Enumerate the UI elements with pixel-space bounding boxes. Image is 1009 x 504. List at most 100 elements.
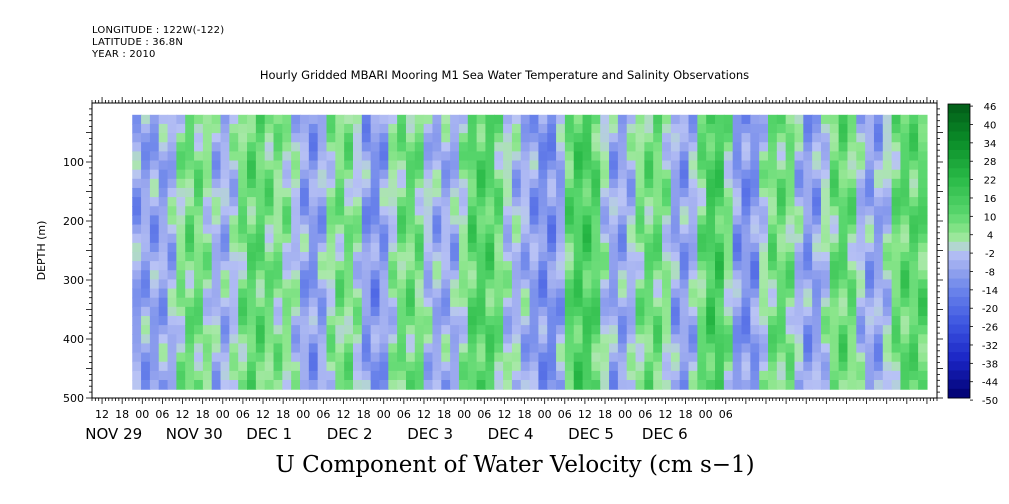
field-cell	[167, 142, 177, 152]
field-cell	[635, 215, 645, 226]
field-cell	[768, 370, 778, 381]
field-cell	[300, 261, 310, 271]
field-cell	[432, 380, 442, 390]
field-cell	[229, 315, 239, 326]
field-cell	[388, 151, 398, 162]
field-cell	[247, 352, 257, 363]
field-cell	[732, 114, 743, 125]
field-cell	[211, 279, 222, 290]
field-cell	[706, 261, 716, 271]
field-cell	[847, 187, 857, 198]
field-cell	[750, 114, 760, 125]
field-cell	[918, 334, 928, 345]
field-cell	[865, 206, 875, 216]
field-cell	[891, 187, 902, 198]
field-cell	[220, 215, 230, 226]
field-cell	[273, 224, 283, 235]
field-cell	[194, 206, 204, 216]
field-cell	[423, 123, 434, 134]
field-cell	[344, 233, 354, 244]
x-tick-label: 00	[135, 408, 149, 421]
field-cell	[335, 178, 345, 189]
x-tick-label: 18	[437, 408, 451, 421]
field-cell	[220, 306, 230, 317]
field-cell	[670, 242, 681, 253]
field-cell	[326, 279, 336, 290]
field-cell	[679, 261, 690, 271]
field-cell	[441, 261, 451, 271]
field-cell	[679, 334, 690, 345]
field-cell	[370, 242, 381, 253]
field-cell	[185, 352, 195, 363]
field-cell	[167, 306, 177, 317]
field-cell	[820, 380, 831, 390]
field-cell	[291, 142, 301, 152]
field-cell	[847, 142, 857, 152]
field-cell	[149, 251, 160, 262]
field-cell	[414, 151, 425, 162]
field-cell	[688, 380, 698, 390]
field-cell	[176, 197, 186, 207]
field-cell	[838, 325, 849, 335]
field-cell	[838, 187, 849, 198]
field-cell	[291, 380, 301, 390]
field-cell	[838, 169, 849, 180]
field-cell	[167, 288, 177, 299]
field-cell	[467, 306, 478, 317]
field-cell	[352, 361, 363, 372]
field-cell	[511, 361, 522, 372]
field-cell	[264, 297, 275, 308]
field-cell	[556, 206, 566, 216]
field-cell	[785, 380, 796, 390]
field-cell	[591, 315, 601, 326]
field-cell	[829, 352, 840, 363]
field-cell	[141, 380, 151, 390]
field-cell	[626, 297, 637, 308]
field-cell	[582, 242, 592, 253]
field-cell	[662, 133, 672, 143]
field-cell	[485, 160, 495, 171]
field-cell	[715, 197, 725, 207]
field-cell	[467, 343, 478, 354]
field-cell	[282, 251, 292, 262]
field-cell	[503, 187, 513, 198]
field-cell	[450, 297, 460, 308]
field-cell	[909, 123, 919, 134]
field-cell	[741, 352, 751, 363]
field-cell	[503, 270, 513, 280]
field-cell	[308, 288, 319, 299]
field-cell	[503, 261, 513, 271]
field-cell	[609, 114, 619, 125]
field-cell	[609, 315, 619, 326]
field-cell	[626, 261, 637, 271]
field-cell	[697, 261, 707, 271]
field-cell	[476, 142, 487, 152]
field-cell	[838, 251, 849, 262]
field-cell	[688, 334, 698, 345]
field-cell	[635, 279, 645, 290]
field-cell	[282, 187, 292, 198]
field-cell	[723, 178, 734, 189]
field-cell	[609, 178, 619, 189]
field-cell	[750, 233, 760, 244]
field-cell	[149, 343, 160, 354]
field-cell	[511, 187, 522, 198]
field-cell	[494, 361, 504, 372]
field-cell	[803, 233, 813, 244]
field-cell	[344, 160, 354, 171]
field-cell	[794, 224, 804, 235]
field-cell	[670, 334, 681, 345]
field-cell	[379, 334, 389, 345]
field-cell	[803, 114, 813, 125]
field-cell	[158, 142, 169, 152]
field-cell	[776, 215, 787, 226]
field-cell	[891, 352, 902, 363]
field-cell	[441, 315, 451, 326]
field-cell	[715, 151, 725, 162]
field-cell	[370, 123, 381, 134]
field-cell	[476, 206, 487, 216]
field-cell	[185, 133, 195, 143]
field-cell	[149, 279, 160, 290]
field-cell	[264, 233, 275, 244]
field-cell	[494, 370, 504, 381]
